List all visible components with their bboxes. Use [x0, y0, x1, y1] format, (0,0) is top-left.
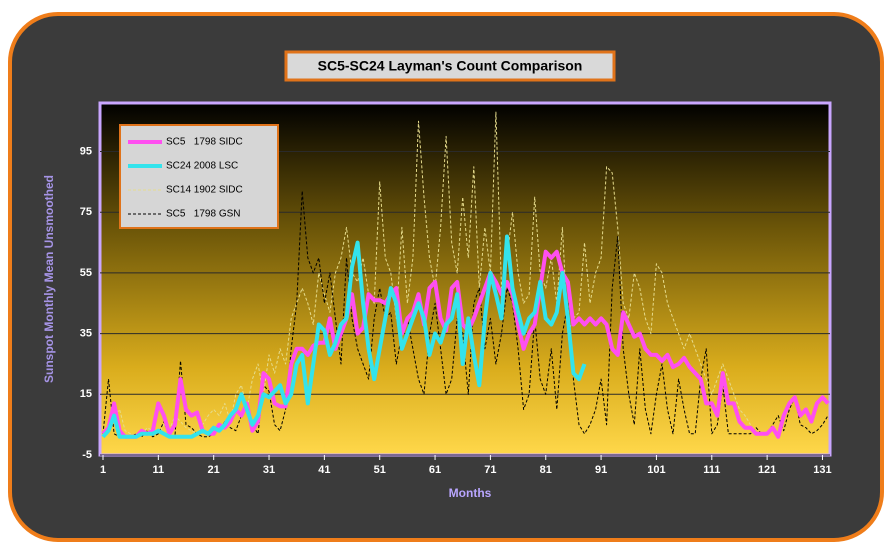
x-tick-label: 11 — [153, 464, 165, 476]
title-box — [284, 50, 616, 82]
y-axis-label: Sunspot Monthly Mean Unsmoothed — [42, 175, 56, 383]
x-tick-label: 91 — [595, 464, 607, 476]
x-axis-label: Months — [449, 486, 492, 500]
x-tick-label: 121 — [758, 464, 776, 476]
y-tick-label: 75 — [80, 206, 92, 218]
series-line — [102, 111, 751, 438]
y-tick-label: 15 — [80, 388, 92, 400]
y-tick-label: -5 — [82, 449, 92, 461]
x-tick-label: 41 — [318, 464, 330, 476]
x-tick-label: 61 — [429, 464, 441, 476]
chart-title: SC5-SC24 Layman's Count Comparison — [318, 58, 583, 74]
legend-label: SC5 1798 SIDC — [166, 137, 243, 148]
x-tick-label: 51 — [374, 464, 386, 476]
y-tick-label: 55 — [80, 267, 92, 279]
y-tick-label: 35 — [80, 328, 92, 340]
series-line — [101, 234, 587, 439]
x-tick-label: 111 — [703, 464, 720, 476]
x-tick-label: 131 — [813, 464, 831, 476]
legend-label: SC24 2008 LSC — [166, 161, 238, 172]
x-tick-label: 71 — [484, 464, 496, 476]
y-tick-label: 95 — [80, 145, 92, 157]
legend-label: SC5 1798 GSN — [166, 209, 240, 220]
x-tick-label: 81 — [540, 464, 552, 476]
x-tick-label: 21 — [208, 464, 220, 476]
plot-area — [98, 101, 832, 457]
legend-label: SC14 1902 SIDC — [166, 185, 243, 196]
x-tick-label: 31 — [263, 464, 275, 476]
x-tick-label: 101 — [647, 464, 665, 476]
x-tick-label: 1 — [100, 464, 106, 476]
